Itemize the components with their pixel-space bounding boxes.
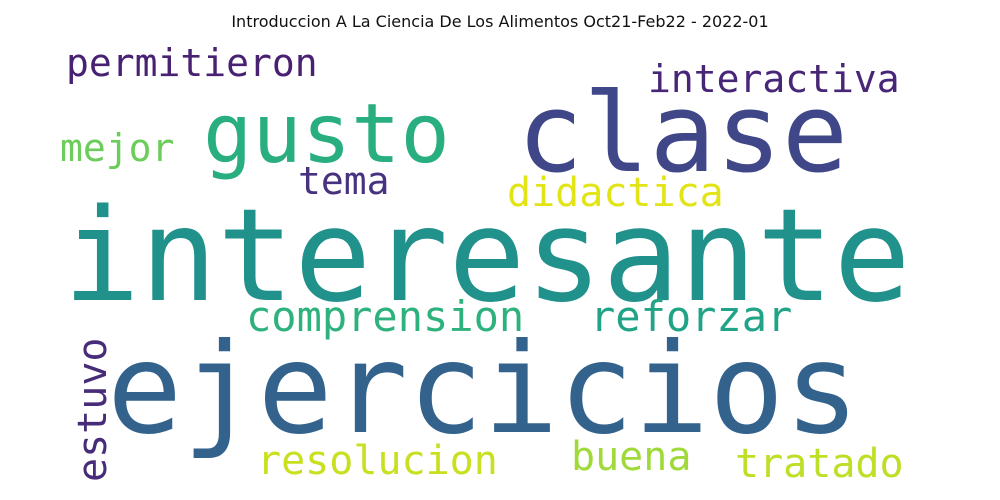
word-ejercicios: ejercicios bbox=[107, 317, 860, 462]
word-estuvo: estuvo bbox=[70, 338, 116, 483]
chart-title: Introduccion A La Ciencia De Los Aliment… bbox=[231, 12, 769, 31]
word-buena: buena bbox=[571, 434, 691, 480]
word-interactiva: interactiva bbox=[648, 57, 900, 101]
word-tratado: tratado bbox=[735, 441, 904, 487]
word-permitieron: permitieron bbox=[66, 41, 318, 85]
word-clase: clase bbox=[517, 69, 848, 197]
word-comprension: comprension bbox=[246, 292, 524, 341]
word-mejor: mejor bbox=[60, 126, 174, 170]
word-didactica: didactica bbox=[507, 170, 724, 216]
word-interesante: interesante bbox=[63, 182, 911, 331]
word-resolucion: resolucion bbox=[257, 438, 498, 484]
word-tema: tema bbox=[298, 159, 390, 203]
word-reforzar: reforzar bbox=[590, 292, 792, 341]
word-gusto: gusto bbox=[203, 87, 450, 182]
